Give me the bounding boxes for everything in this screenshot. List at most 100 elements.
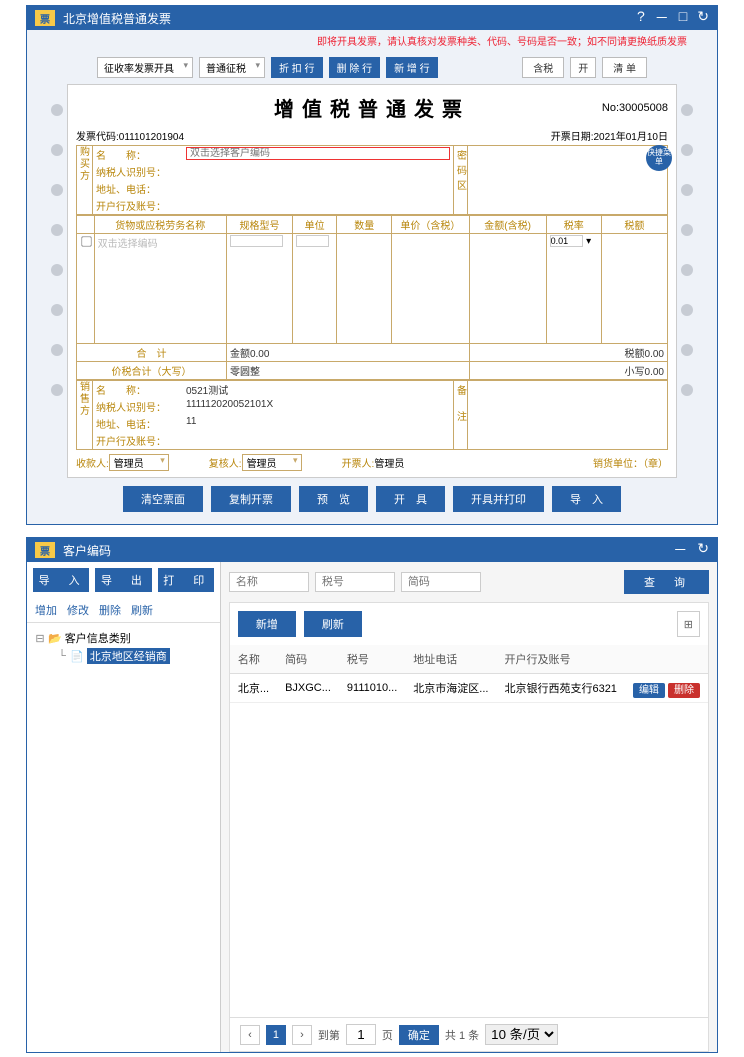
pager-confirm-button[interactable]: 确定 [399, 1025, 439, 1045]
item-price-input[interactable] [392, 234, 469, 344]
op-del[interactable]: 删除 [99, 602, 121, 618]
remark-area[interactable] [468, 381, 668, 450]
pager-total: 共 1 条 [445, 1027, 479, 1043]
qingdan-button[interactable]: 清 单 [602, 57, 647, 78]
col-tax: 税额 [601, 216, 667, 234]
clear-button[interactable]: 清空票面 [123, 486, 203, 512]
buyer-addr-input[interactable] [183, 180, 453, 197]
jshj-lower: 小写0.00 [469, 362, 668, 380]
customer-grid-panel: 新增 刷新 ⊞ 名称 简码 税号 地址电话 开户行及账号 [229, 602, 709, 1052]
search-button[interactable]: 查 询 [624, 570, 709, 594]
grid-new-button[interactable]: 新增 [238, 611, 296, 637]
pager-pagesize-select[interactable]: 10 条/页 [485, 1024, 558, 1045]
sidebar-print-button[interactable]: 打 印 [158, 568, 214, 592]
search-taxid-input[interactable] [315, 572, 395, 592]
op-edit[interactable]: 修改 [67, 602, 89, 618]
cell-short: BJXGC... [277, 674, 339, 703]
app-logo: 票 [35, 542, 55, 558]
perforation-right [677, 84, 697, 478]
invoice-sheet: 增值税普通发票 No:30005008 发票代码:011101201904 开票… [67, 84, 677, 478]
item-rate-input[interactable] [550, 235, 584, 247]
seller-table: 销售方 名 称：0521测试 纳税人识别号：111112020052101X 地… [76, 380, 668, 450]
seller-addr: 11 [183, 415, 453, 432]
search-bar: 查 询 [221, 562, 717, 602]
issue-button[interactable]: 开 具 [376, 486, 445, 512]
item-amount-input[interactable] [469, 234, 546, 344]
heji-label: 合 计 [77, 344, 227, 362]
mode-select[interactable]: 征收率发票开具 [97, 57, 193, 78]
op-refresh[interactable]: 刷新 [131, 602, 153, 618]
mmq-label: 密码区 [454, 146, 468, 215]
item-qty-input[interactable] [337, 234, 392, 344]
close-icon[interactable]: ↻ [697, 8, 709, 28]
seller-section-label: 销售方 [77, 381, 93, 450]
item-name-input[interactable]: 双击选择编码 [98, 239, 158, 250]
customer-titlebar: 票 客户编码 － ↻ [27, 538, 717, 562]
discount-row-button[interactable]: 折 扣 行 [271, 57, 323, 78]
kai-button[interactable]: 开 [570, 57, 596, 78]
app-logo: 票 [35, 10, 55, 26]
grid-settings-icon[interactable]: ⊞ [677, 611, 700, 637]
search-name-input[interactable] [229, 572, 309, 592]
back-icon[interactable]: ↻ [697, 540, 709, 560]
tree-leaf-icon: └ [57, 650, 67, 662]
delete-row-button[interactable]: 删 除 行 [329, 57, 381, 78]
grid-refresh-button[interactable]: 刷新 [304, 611, 362, 637]
tree-collapse-icon[interactable]: ⊟ [35, 632, 45, 645]
minimize-icon[interactable]: － [673, 540, 687, 560]
search-short-input[interactable] [401, 572, 481, 592]
cell-bank: 北京银行西苑支行6321 [496, 674, 624, 703]
row-checkbox[interactable] [77, 234, 95, 344]
fhr-select[interactable]: 管理员 [242, 454, 302, 471]
item-spec-input[interactable] [230, 235, 283, 247]
gcol-addr: 地址电话 [405, 645, 496, 674]
buyer-taxid-input[interactable] [183, 163, 453, 180]
taxtype-select[interactable]: 普通征税 [199, 57, 265, 78]
total-tax: 税额0.00 [469, 344, 668, 362]
sidebar-import-button[interactable]: 导 入 [33, 568, 89, 592]
seller-name: 0521测试 [183, 381, 453, 398]
invoice-window: 票 北京增值税普通发票 ? － □ ↻ 即将开具发票，请认真核对发票种类、代码、… [26, 5, 718, 525]
warning-text: 即将开具发票，请认真核对发票种类、代码、号码是否一致；如不同请更换纸质发票 [27, 30, 717, 48]
pager-prev-button[interactable]: ‹ [240, 1025, 260, 1045]
buyer-table: 购买方 名 称： 纳税人识别号： 地址、电话： 开户行及账号： 密码区 [76, 145, 668, 215]
buyer-name-input[interactable] [186, 147, 450, 160]
hanshui-button[interactable]: 含税 [522, 57, 564, 78]
quick-menu-badge[interactable]: 快捷菜单 [646, 145, 672, 171]
copy-button[interactable]: 复制开票 [211, 486, 291, 512]
add-row-button[interactable]: 新 增 行 [386, 57, 438, 78]
maximize-icon[interactable]: □ [679, 8, 687, 28]
seller-bank[interactable] [183, 432, 453, 449]
pager-current[interactable]: 1 [266, 1025, 286, 1045]
mmq-area [468, 146, 668, 215]
buyer-section-label: 购买方 [77, 146, 93, 215]
preview-button[interactable]: 预 览 [299, 486, 368, 512]
seller-taxid: 111112020052101X [183, 398, 453, 415]
unit-seal-label: 销货单位：（章） [593, 455, 668, 470]
op-add[interactable]: 增加 [35, 602, 57, 618]
row-delete-button[interactable]: 删除 [668, 683, 700, 698]
total-amount: 金额0.00 [226, 344, 469, 362]
sidebar-export-button[interactable]: 导 出 [95, 568, 151, 592]
persons-row: 收款人:管理员 复核人:管理员 开票人:管理员 销货单位：（章） [76, 454, 668, 471]
tree-root-row[interactable]: ⊟ 📂 客户信息类别 [35, 629, 212, 647]
buyer-bank-input[interactable] [183, 197, 453, 214]
pager-next-button[interactable]: › [292, 1025, 312, 1045]
tree-root-label: 客户信息类别 [65, 630, 131, 646]
minimize-icon[interactable]: － [655, 8, 669, 28]
skr-select[interactable]: 管理员 [109, 454, 169, 471]
invoice-toolbar: 征收率发票开具 普通征税 折 扣 行 删 除 行 新 增 行 含税 开 清 单 [97, 57, 647, 78]
cell-name: 北京... [230, 674, 277, 703]
item-unit-input[interactable] [296, 235, 329, 247]
issue-print-button[interactable]: 开具并打印 [453, 486, 544, 512]
document-icon: 📄 [70, 650, 84, 663]
invoice-date: 开票日期:2021年01月10日 [551, 128, 668, 143]
row-edit-button[interactable]: 编辑 [633, 683, 665, 698]
help-icon[interactable]: ? [637, 8, 645, 28]
pager-goto-input[interactable] [346, 1024, 376, 1045]
invoice-heading: 增值税普通发票 [274, 93, 470, 122]
customer-sidebar: 导 入 导 出 打 印 增加 修改 删除 刷新 ⊟ 📂 客户信息类别 └ 📄 [27, 562, 221, 1052]
grid-row[interactable]: 北京... BJXGC... 9111010... 北京市海淀区... 北京银行… [230, 674, 708, 703]
tree-child-row[interactable]: └ 📄 北京地区经销商 [35, 647, 212, 665]
import-button[interactable]: 导 入 [552, 486, 621, 512]
